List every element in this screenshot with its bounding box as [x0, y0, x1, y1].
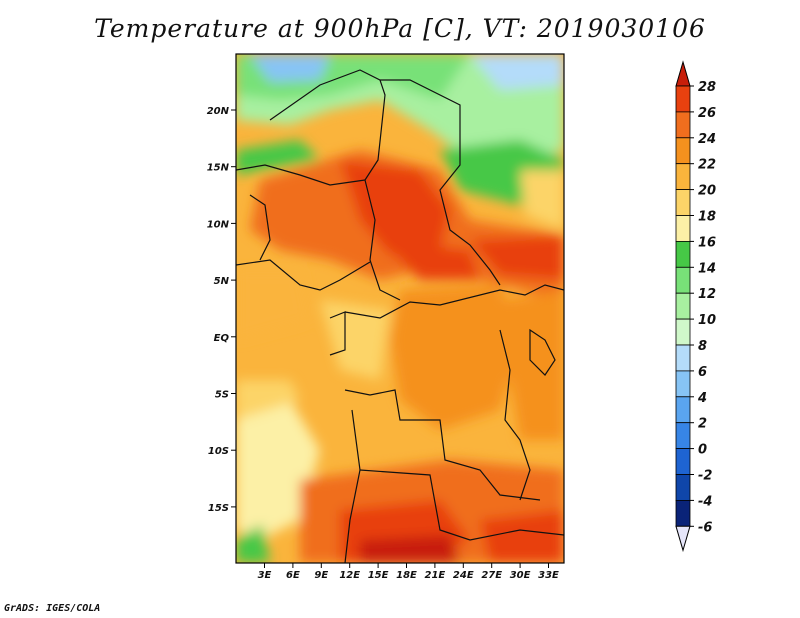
temperature-field — [236, 54, 564, 563]
lon-tick-label: 6E — [286, 570, 300, 581]
colorbar-label: 20 — [698, 184, 716, 199]
lon-tick-label: 12E — [339, 570, 360, 581]
lat-tick-label: 15N — [207, 163, 230, 174]
colorbar-swatch — [675, 318, 691, 346]
colorbar-swatch — [675, 292, 691, 320]
lat-tick-label: 5S — [215, 390, 229, 401]
colorbar-label: -4 — [698, 494, 712, 509]
colorbar-swatch — [675, 474, 691, 501]
map-title: Temperature at 900hPa [C], VT: 201903010… — [94, 14, 706, 43]
colorbar-bottom-arrow — [675, 525, 691, 553]
colorbar-label: 12 — [698, 287, 716, 302]
lon-tick-label: 9E — [314, 570, 328, 581]
colorbar-label: 18 — [698, 210, 716, 225]
colorbar-top-arrow — [675, 60, 691, 87]
colorbar-label: 10 — [698, 313, 716, 328]
colorbar-label: 8 — [698, 339, 707, 354]
colorbar-label: 4 — [697, 391, 707, 406]
lon-tick-label: 24E — [453, 570, 474, 581]
lon-tick-label: 30E — [510, 570, 531, 581]
colorbar-swatch — [675, 448, 691, 475]
colorbar-label: -6 — [698, 520, 712, 535]
lon-tick-label: 33E — [538, 570, 559, 581]
colorbar-label: 6 — [698, 365, 707, 380]
colorbar-label: -2 — [698, 469, 712, 484]
lon-tick-label: 3E — [258, 570, 272, 581]
colorbar-swatch — [675, 137, 691, 165]
colorbar-swatch — [675, 266, 691, 294]
colorbar-swatch — [675, 163, 691, 190]
lon-tick-label: 21E — [425, 570, 446, 581]
colorbar-swatch — [675, 189, 691, 216]
colorbar-swatch — [675, 370, 691, 398]
lat-tick-label: EQ — [214, 333, 230, 344]
lat-ticks: 20N 15N 10N 5N EQ 5S 10S 15S — [207, 106, 236, 514]
colorbar-swatch — [675, 396, 691, 424]
lon-tick-label: 15E — [368, 570, 389, 581]
colorbar-label: 14 — [698, 261, 716, 276]
colorbar-label: 22 — [698, 158, 716, 173]
lat-tick-label: 15S — [208, 503, 229, 514]
lat-tick-label: 20N — [207, 106, 230, 117]
lat-tick-label: 5N — [214, 276, 230, 287]
footer-credit: GrADS: IGES/COLA — [4, 603, 101, 614]
colorbar-label: 2 — [698, 417, 707, 432]
colorbar-swatch — [675, 111, 691, 139]
colorbar-swatch — [675, 215, 691, 242]
lat-tick-label: 10N — [207, 219, 230, 230]
colorbar-swatch — [675, 240, 691, 268]
colorbar-swatch — [675, 422, 691, 450]
colorbar-swatch — [675, 85, 691, 113]
colorbar-label: 24 — [698, 132, 716, 147]
colorbar-swatch — [675, 344, 691, 372]
colorbar-label: 26 — [698, 106, 716, 121]
colorbar-label: 28 — [698, 80, 716, 95]
lon-ticks: 3E 6E 9E 12E 15E 18E 21E 24E 27E 30E 33E — [258, 563, 559, 581]
colorbar-swatch — [675, 499, 691, 527]
colorbar-label: 0 — [698, 443, 707, 458]
lon-tick-label: 18E — [396, 570, 417, 581]
lat-tick-label: 10S — [208, 446, 229, 457]
colorbar-label: 16 — [698, 235, 716, 250]
lon-tick-label: 27E — [481, 570, 502, 581]
